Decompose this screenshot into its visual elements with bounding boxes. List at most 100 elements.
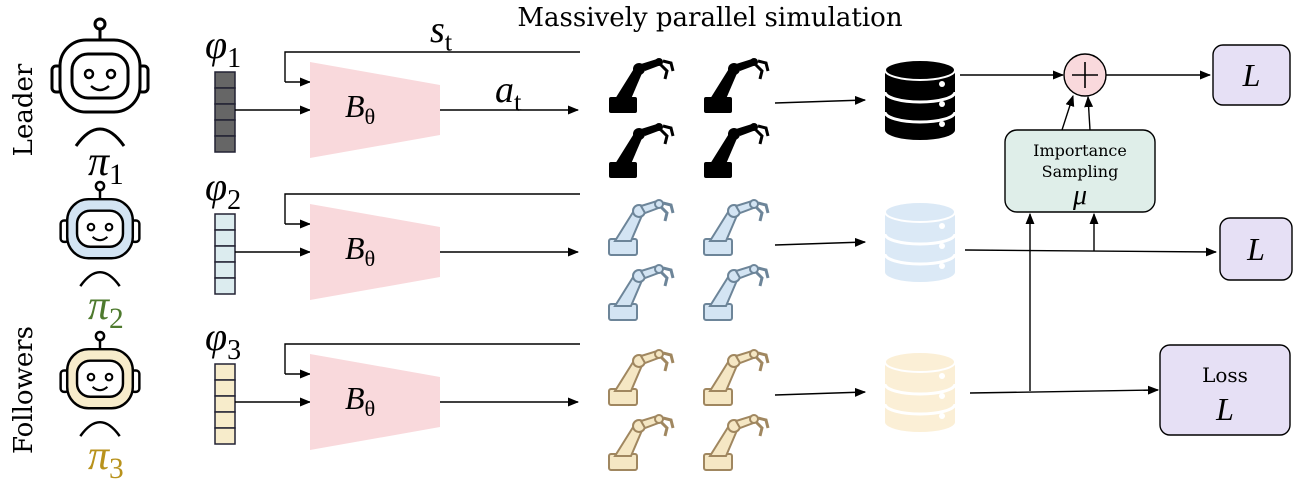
policy-label: π2 <box>88 283 124 335</box>
database-led <box>939 223 945 229</box>
arrow <box>964 247 1218 257</box>
importance-label: Sampling <box>1042 162 1119 181</box>
shoulders <box>79 270 121 287</box>
arrow <box>1061 94 1075 131</box>
database-led <box>939 243 945 249</box>
state-label-symbol: s <box>430 9 445 51</box>
database-top <box>884 59 956 81</box>
robot-arm <box>702 198 770 257</box>
loss-box <box>1219 217 1293 281</box>
robot-arm <box>704 123 768 178</box>
embedding-cell <box>214 427 236 445</box>
antenna-tip <box>94 330 106 342</box>
eye <box>104 372 114 382</box>
network <box>310 62 440 158</box>
embedding-cell <box>214 379 236 397</box>
database-led <box>939 413 945 419</box>
embedding-cell <box>214 395 236 413</box>
arrow <box>969 385 1160 395</box>
face <box>70 52 130 100</box>
loss-box <box>1212 44 1291 106</box>
mouth <box>91 386 109 392</box>
embedding-cell <box>214 261 236 279</box>
embedding-cell <box>214 229 236 247</box>
robot-arm <box>607 413 675 472</box>
embedding-label: φ3 <box>205 314 241 366</box>
embedding-label: φ2 <box>205 164 241 216</box>
importance-symbol: μ <box>1072 180 1087 211</box>
face <box>75 359 125 398</box>
shoulders <box>74 127 126 147</box>
database <box>883 201 957 282</box>
robot-arm <box>607 198 675 257</box>
embedding-label-symbol: φ <box>205 314 227 359</box>
database <box>883 351 957 432</box>
embedding-label: φ1 <box>205 22 241 74</box>
database-top <box>884 201 956 223</box>
embedding-label-index: 2 <box>227 185 241 216</box>
network-label-symbol: B <box>345 88 365 124</box>
state-label: st <box>430 9 453 56</box>
arrow <box>774 387 867 397</box>
loss-symbol: L <box>1242 57 1261 93</box>
antenna-tip <box>93 17 107 31</box>
database-led <box>939 121 945 127</box>
robot-arm <box>609 123 673 178</box>
mouth <box>90 85 110 92</box>
robot-arm <box>609 58 673 113</box>
importance-label: Importance <box>1033 141 1127 160</box>
embedding-cell <box>214 103 236 121</box>
policy-label: π3 <box>88 433 124 480</box>
robot <box>59 330 141 437</box>
database-band <box>883 233 957 246</box>
database-led <box>939 101 945 107</box>
database-band <box>883 403 957 416</box>
network-label-index: θ <box>365 396 376 421</box>
policy-label: π1 <box>88 139 124 191</box>
arrow <box>1084 95 1094 131</box>
action-label-index: t <box>514 86 522 116</box>
robot-arm <box>702 413 770 472</box>
policy-label-index: 2 <box>109 303 124 335</box>
database-led <box>939 393 945 399</box>
embedding-cell <box>214 411 236 429</box>
network <box>310 354 440 450</box>
embedding-cell <box>214 135 236 153</box>
network-label-symbol: B <box>345 380 365 416</box>
state-line <box>284 193 580 224</box>
database-band <box>883 253 957 266</box>
embedding-label-symbol: φ <box>205 164 227 209</box>
robot-arm <box>702 263 770 322</box>
loss-symbol: L <box>1246 231 1265 267</box>
network-label: Bθ <box>345 88 375 129</box>
robot-arm <box>704 58 768 113</box>
database-band <box>883 91 957 104</box>
network-label-index: θ <box>365 104 376 129</box>
sum-plus <box>1072 62 1098 88</box>
state-line <box>284 343 580 374</box>
policy-label-symbol: π <box>88 139 110 185</box>
eye <box>104 222 114 232</box>
database-led <box>939 263 945 269</box>
embedding-label-index: 1 <box>227 43 241 74</box>
robot-arm <box>702 348 770 407</box>
loss-caption: Loss <box>1202 363 1248 387</box>
state-line <box>284 51 580 82</box>
eye <box>105 68 117 80</box>
network-label: Bθ <box>345 380 375 421</box>
arrow <box>774 237 867 247</box>
antenna-tip <box>94 180 106 192</box>
robot-arm <box>607 263 675 322</box>
action-label: at <box>495 69 522 116</box>
policy-label-index: 3 <box>109 453 124 480</box>
embedding-cell <box>214 71 236 89</box>
embedding-cell <box>214 277 236 295</box>
eye <box>86 372 96 382</box>
importance-box <box>1004 129 1156 213</box>
followers-label: Followers <box>9 326 39 454</box>
embedding-cell <box>214 213 236 231</box>
network-label-symbol: B <box>345 230 365 266</box>
robot <box>50 17 150 147</box>
robot <box>59 180 141 287</box>
